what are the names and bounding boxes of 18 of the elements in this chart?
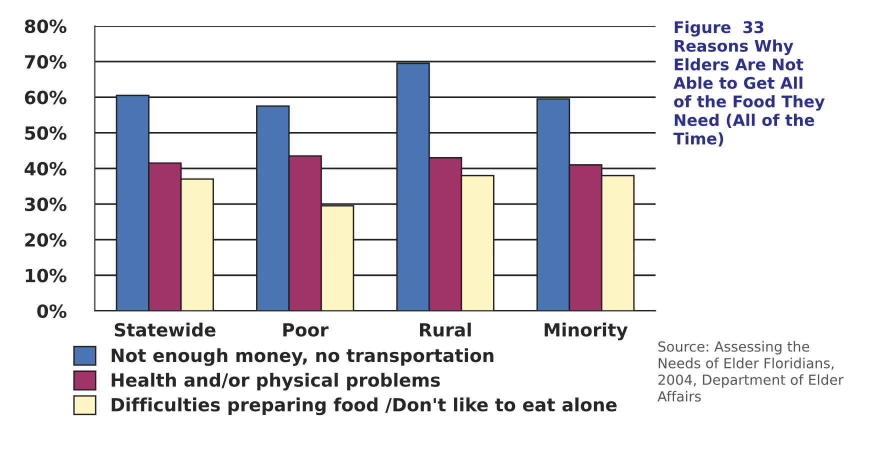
y-tick-label: 40%	[24, 162, 66, 176]
x-tick-label: Statewide	[114, 322, 216, 337]
y-tick-label: 20%	[25, 233, 66, 247]
x-tick-label: Minority	[544, 322, 628, 340]
y-tick-label: 80%	[24, 19, 66, 34]
x-tick-label: Rural	[420, 322, 471, 337]
text: Figure 33 Reasons Why Elders Are Not Able to Get All of the Food They Need (All of the Time)	[673, 20, 825, 146]
y-tick-label: 70%	[25, 55, 66, 69]
y-tick-label: 10%	[26, 268, 66, 282]
source-note: Source: Assessing the Needs of Elder Floridians, 2004, Department of Elder Affairs	[658, 341, 844, 402]
y-tick-label: 30%	[25, 198, 66, 212]
y-tick-label: 50%	[25, 126, 66, 140]
y-tick-label: 0%	[37, 304, 66, 318]
x-tick-label: Poor	[283, 323, 329, 337]
legend-label: Not enough money, no transportation	[112, 348, 494, 366]
legend-label: Difficulties preparing food /Don't like to eat alone	[112, 398, 617, 416]
legend-label: Health and/or physical problems	[112, 372, 440, 390]
y-tick-label: 60%	[24, 90, 66, 104]
